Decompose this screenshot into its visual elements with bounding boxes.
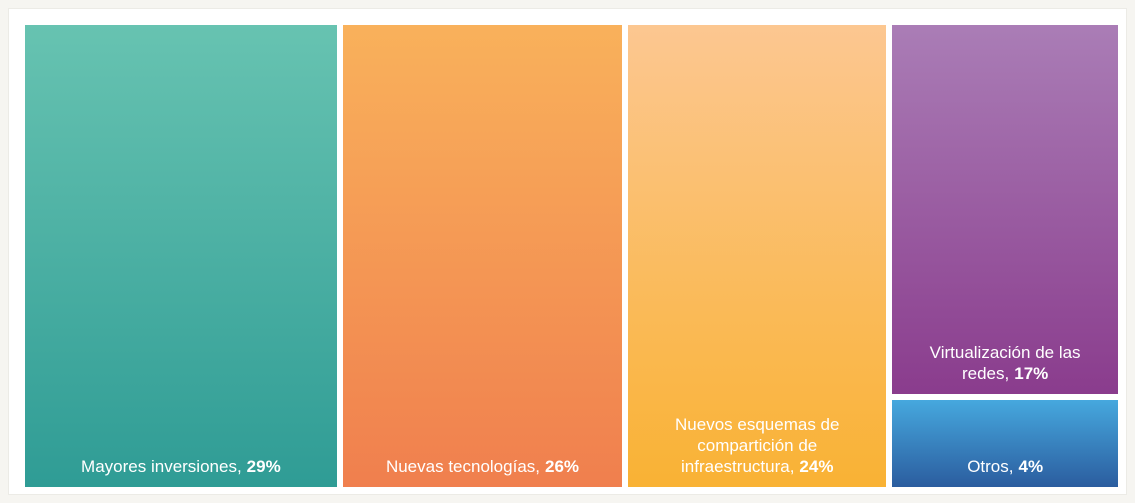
value-label: 24% bbox=[799, 457, 834, 476]
value-label: 4% bbox=[1018, 456, 1044, 476]
tile-label: Nuevos esquemas de compartición de infra… bbox=[636, 414, 878, 477]
value-label: 26% bbox=[545, 457, 580, 476]
tile-label: Virtualización de las redes, 17% bbox=[900, 342, 1110, 384]
category-label: Otros, bbox=[967, 456, 1014, 476]
tile-label: Mayores inversiones, 29% bbox=[81, 456, 281, 477]
category-label: Virtualización de las redes, bbox=[929, 343, 1081, 384]
chart-panel: Mayores inversiones, 29% Nuevas tecnología… bbox=[8, 8, 1127, 495]
category-label: Nuevos esquemas de compartición de infra… bbox=[675, 415, 840, 476]
tile: Virtualización de las redes, 17% bbox=[892, 25, 1118, 395]
value-label: 17% bbox=[1014, 364, 1049, 384]
tile: Nuevos esquemas de compartición de infra… bbox=[628, 25, 887, 487]
category-label: Nuevas tecnologías, bbox=[385, 457, 540, 476]
tile: Otros, 4% bbox=[892, 400, 1118, 487]
value-label: 29% bbox=[246, 457, 281, 476]
tile: Mayores inversiones, 29% bbox=[25, 25, 337, 487]
tile: Nuevas tecnologías, 26% bbox=[342, 25, 623, 487]
tile-label: Nuevas tecnologías, 26% bbox=[386, 456, 579, 477]
category-label: Mayores inversiones, bbox=[81, 457, 242, 476]
tile-label: Otros, 4% bbox=[967, 456, 1043, 477]
